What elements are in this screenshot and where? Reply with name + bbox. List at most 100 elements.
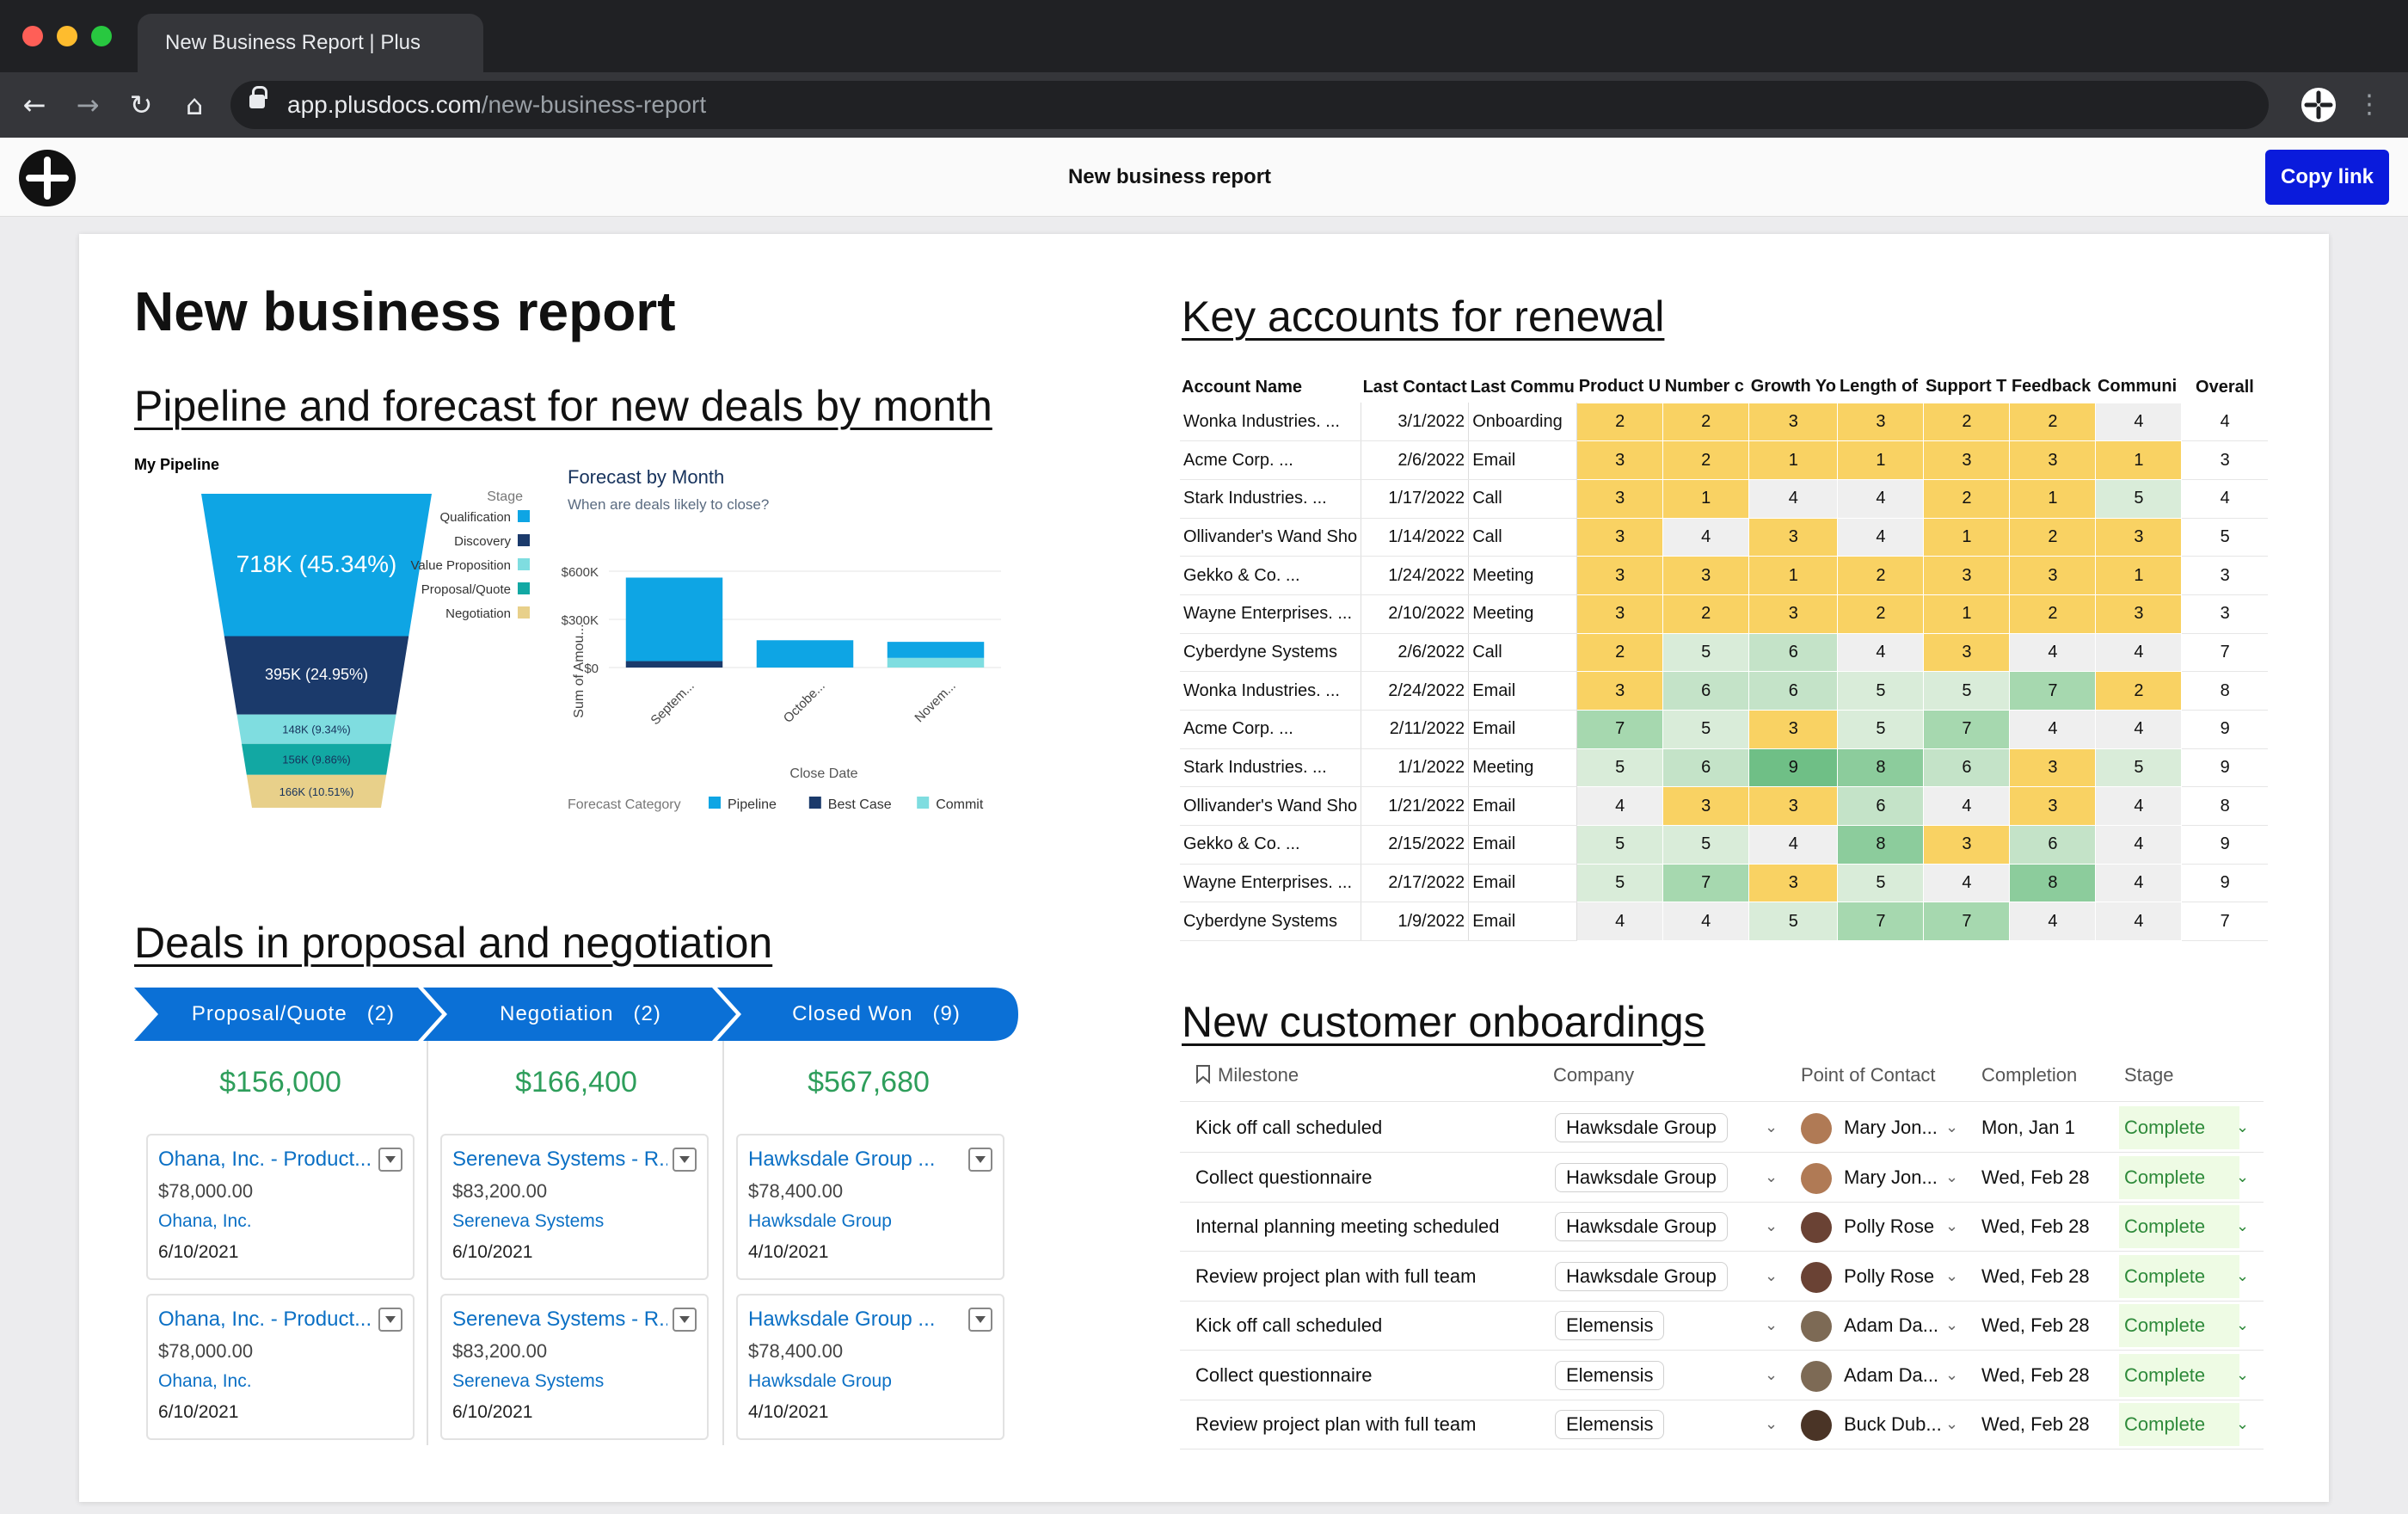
column-header[interactable]: Length of	[1839, 377, 1919, 397]
account-name-cell[interactable]: Acme Corp. ...	[1180, 440, 1362, 480]
chevron-down-icon[interactable]: ⌄	[1945, 1217, 1959, 1235]
score-cell[interactable]: 4	[2095, 786, 2183, 827]
chevron-down-icon[interactable]: ⌄	[2236, 1316, 2250, 1334]
milestone-column-header[interactable]: Milestone	[1195, 1060, 1299, 1091]
company-tag[interactable]: Hawksdale Group	[1555, 1212, 1728, 1241]
deal-title-link[interactable]: Hawksdale Group ...	[748, 1148, 936, 1171]
deal-card[interactable]: Hawksdale Group ... $78,400.00 Hawksdale…	[736, 1134, 1004, 1280]
forecast-bar[interactable]	[625, 661, 723, 668]
completion-date[interactable]: Wed, Feb 28	[1981, 1314, 2090, 1336]
overall-score-cell[interactable]: 8	[2181, 786, 2268, 827]
funnel-segment-3[interactable]	[241, 743, 392, 775]
completion-date[interactable]: Wed, Feb 28	[1981, 1265, 2090, 1287]
score-cell[interactable]: 3	[1923, 825, 2011, 865]
last-contact-cell[interactable]: 3/1/2022	[1361, 403, 1470, 442]
score-cell[interactable]: 4	[2095, 902, 2183, 942]
score-cell[interactable]: 8	[1837, 748, 1925, 788]
last-contact-cell[interactable]: 2/11/2022	[1361, 710, 1470, 749]
onboarding-row[interactable]: Collect questionnaire Hawksdale Group ⌄ Mar…	[1180, 1153, 2264, 1203]
score-cell[interactable]: 3	[2095, 517, 2183, 557]
account-name-cell[interactable]: Ollivander's Wand Sho	[1180, 518, 1362, 557]
account-name-cell[interactable]: Gekko & Co. ...	[1180, 825, 1362, 865]
last-communication-cell[interactable]: Call	[1468, 518, 1578, 557]
forecast-bar[interactable]	[625, 577, 723, 662]
back-arrow-icon[interactable]: ←	[22, 89, 46, 121]
score-cell[interactable]: 2	[2095, 671, 2183, 711]
score-cell[interactable]: 3	[1576, 671, 1664, 711]
onboarding-row[interactable]: Review project plan with full team Hawksd…	[1180, 1252, 2264, 1302]
chevron-down-icon[interactable]: ⌄	[1765, 1118, 1778, 1136]
score-cell[interactable]: 3	[1576, 440, 1664, 480]
contact-name[interactable]: Mary Jon...	[1844, 1166, 1938, 1188]
score-cell[interactable]: 2	[2009, 594, 2097, 634]
contact-name[interactable]: Adam Da...	[1844, 1363, 1939, 1386]
last-communication-cell[interactable]: Email	[1468, 671, 1578, 711]
score-cell[interactable]: 7	[1576, 710, 1664, 749]
stage-status[interactable]: Complete	[2119, 1205, 2239, 1248]
score-cell[interactable]: 1	[1748, 556, 1839, 595]
score-cell[interactable]: 5	[1576, 748, 1664, 788]
score-cell[interactable]: 2	[1662, 594, 1750, 634]
deal-card[interactable]: Sereneva Systems - R... $83,200.00 Seren…	[440, 1294, 709, 1440]
score-cell[interactable]: 5	[1748, 902, 1839, 942]
chevron-down-icon[interactable]: ⌄	[1945, 1365, 1959, 1384]
company-tag[interactable]: Elemensis	[1555, 1410, 1665, 1439]
score-cell[interactable]: 4	[1837, 632, 1925, 673]
completion-date[interactable]: Wed, Feb 28	[1981, 1413, 2090, 1435]
score-cell[interactable]: 5	[1662, 632, 1750, 673]
plus-logo-icon[interactable]	[19, 150, 76, 206]
deal-title-link[interactable]: Ohana, Inc. - Product...	[158, 1308, 372, 1331]
chevron-down-icon[interactable]: ⌄	[1765, 1415, 1778, 1433]
score-cell[interactable]: 3	[1748, 402, 1839, 442]
last-communication-cell[interactable]: Email	[1468, 825, 1578, 865]
overall-score-cell[interactable]: 9	[2181, 748, 2268, 788]
column-header[interactable]: Overall	[2196, 377, 2254, 397]
table-row[interactable]: Acme Corp. ... 2/11/2022 Email 7 5 3 5 7 4 4 9	[1180, 710, 2268, 749]
table-row[interactable]: Wonka Industries. ... 3/1/2022 Onboarding 2…	[1180, 402, 2268, 442]
deal-card[interactable]: Ohana, Inc. - Product... $78,000.00 Ohan…	[146, 1134, 415, 1280]
company-tag[interactable]: Hawksdale Group	[1555, 1113, 1728, 1142]
onboarding-row[interactable]: Kick off call scheduled Elemensis ⌄ Adam Da…	[1180, 1301, 2264, 1351]
score-cell[interactable]: 4	[1923, 863, 2011, 903]
score-cell[interactable]: 3	[2009, 786, 2097, 827]
score-cell[interactable]: 5	[2095, 748, 2183, 788]
score-cell[interactable]: 3	[1662, 556, 1750, 595]
milestone-cell[interactable]: Kick off call scheduled	[1195, 1117, 1383, 1138]
score-cell[interactable]: 4	[1748, 825, 1839, 865]
score-cell[interactable]: 4	[2009, 710, 2097, 749]
stage-status[interactable]: Complete	[2119, 1353, 2239, 1397]
deal-card[interactable]: Hawksdale Group ... $78,400.00 Hawksdale…	[736, 1294, 1004, 1440]
overall-score-cell[interactable]: 7	[2181, 902, 2268, 942]
minimize-window-button[interactable]	[57, 26, 77, 46]
stage-proposal-label[interactable]: Proposal/Quote (2)	[191, 1002, 396, 1025]
score-cell[interactable]: 4	[1576, 786, 1664, 827]
score-cell[interactable]: 2	[1662, 402, 1750, 442]
milestone-cell[interactable]: Collect questionnaire	[1195, 1166, 1373, 1188]
chevron-down-icon[interactable]: ⌄	[1765, 1266, 1778, 1285]
stage-status[interactable]: Complete	[2119, 1403, 2239, 1446]
overall-score-cell[interactable]: 4	[2181, 479, 2268, 519]
chevron-down-icon[interactable]: ⌄	[2236, 1167, 2250, 1186]
contact-column-header[interactable]: Point of Contact	[1801, 1064, 1936, 1086]
column-header[interactable]: Last Contact	[1362, 377, 1467, 397]
last-contact-cell[interactable]: 1/24/2022	[1361, 556, 1470, 595]
score-cell[interactable]: 3	[1576, 478, 1664, 519]
maximize-window-button[interactable]	[91, 26, 112, 46]
forecast-bar[interactable]	[887, 657, 985, 668]
score-cell[interactable]: 4	[2095, 710, 2183, 749]
score-cell[interactable]: 5	[1576, 863, 1664, 903]
chevron-down-icon[interactable]: ⌄	[1945, 1415, 1959, 1433]
overall-score-cell[interactable]: 8	[2181, 671, 2268, 711]
score-cell[interactable]: 3	[1837, 402, 1925, 442]
last-contact-cell[interactable]: 1/21/2022	[1361, 786, 1470, 827]
funnel-segment-1[interactable]	[224, 636, 409, 715]
card-menu-dropdown-icon[interactable]	[378, 1148, 402, 1172]
overall-score-cell[interactable]: 9	[2181, 825, 2268, 865]
contact-name[interactable]: Polly Rose	[1844, 1265, 1935, 1287]
score-cell[interactable]: 2	[1837, 556, 1925, 595]
onboarding-row[interactable]: Internal planning meeting scheduled Hawks…	[1180, 1202, 2264, 1252]
forecast-bar[interactable]	[756, 640, 854, 668]
score-cell[interactable]: 1	[2095, 556, 2183, 595]
score-cell[interactable]: 6	[1662, 671, 1750, 711]
score-cell[interactable]: 5	[2095, 478, 2183, 519]
